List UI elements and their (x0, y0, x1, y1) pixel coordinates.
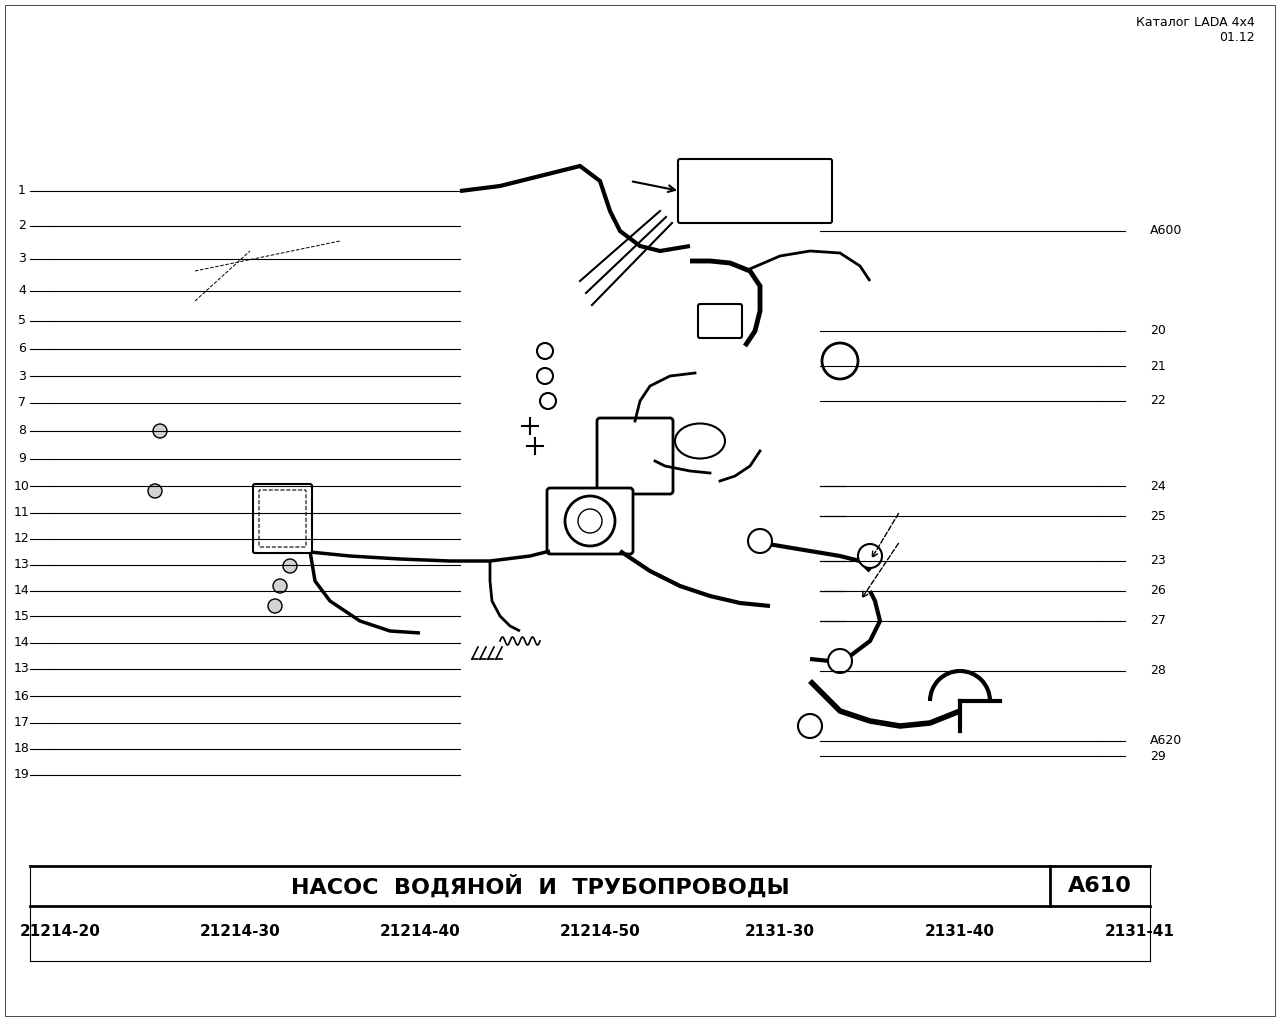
Text: 7: 7 (18, 396, 26, 409)
Text: 16: 16 (14, 689, 29, 702)
FancyBboxPatch shape (596, 418, 673, 494)
Circle shape (278, 519, 292, 533)
FancyBboxPatch shape (547, 488, 634, 554)
Text: 21214-30: 21214-30 (200, 924, 280, 938)
Text: 21214-40: 21214-40 (380, 924, 461, 938)
Text: Каталог LADA 4x4: Каталог LADA 4x4 (1137, 16, 1254, 29)
Circle shape (748, 529, 772, 553)
Circle shape (579, 509, 602, 533)
Text: 4: 4 (18, 285, 26, 297)
Text: НАСОС  ВОДЯНОЙ  И  ТРУБОПРОВОДЫ: НАСОС ВОДЯНОЙ И ТРУБОПРОВОДЫ (291, 874, 790, 897)
Text: 12: 12 (14, 533, 29, 545)
Text: 21: 21 (1149, 359, 1166, 373)
Text: 2: 2 (18, 220, 26, 233)
Text: 6: 6 (18, 342, 26, 355)
Text: 2131-40: 2131-40 (925, 924, 995, 938)
Circle shape (858, 544, 882, 568)
Text: А600: А600 (1149, 225, 1183, 238)
Text: 15: 15 (14, 610, 29, 623)
Text: 24: 24 (1149, 480, 1166, 492)
Circle shape (797, 714, 822, 738)
Text: 1: 1 (18, 185, 26, 197)
Text: 28: 28 (1149, 665, 1166, 678)
Text: 13: 13 (14, 663, 29, 676)
Text: 23: 23 (1149, 554, 1166, 568)
Text: 3: 3 (18, 252, 26, 265)
Circle shape (822, 343, 858, 379)
Text: 8: 8 (18, 425, 26, 438)
Text: 29: 29 (1149, 749, 1166, 763)
Text: 26: 26 (1149, 584, 1166, 597)
Text: 11: 11 (14, 506, 29, 520)
Text: 14: 14 (14, 584, 29, 597)
Text: 3: 3 (18, 370, 26, 383)
Text: 19: 19 (14, 769, 29, 781)
Text: 2131-30: 2131-30 (745, 924, 815, 938)
Text: 10: 10 (14, 480, 29, 492)
Text: 25: 25 (1149, 509, 1166, 523)
Text: 21214-20: 21214-20 (19, 924, 100, 938)
Text: 18: 18 (14, 742, 29, 756)
Text: А610: А610 (1068, 876, 1132, 896)
Circle shape (148, 484, 163, 498)
Text: 17: 17 (14, 717, 29, 729)
Text: 9: 9 (18, 452, 26, 466)
Text: 22: 22 (1149, 394, 1166, 407)
Ellipse shape (675, 424, 724, 458)
Circle shape (538, 368, 553, 384)
Circle shape (288, 539, 302, 553)
Circle shape (283, 560, 297, 573)
Circle shape (828, 649, 852, 673)
Circle shape (268, 599, 282, 613)
Text: А620: А620 (1149, 734, 1183, 747)
Text: 5: 5 (18, 314, 26, 328)
Circle shape (564, 496, 614, 546)
Text: 14: 14 (14, 636, 29, 649)
Text: 13: 13 (14, 558, 29, 572)
FancyArrowPatch shape (632, 182, 675, 192)
Text: 01.12: 01.12 (1220, 31, 1254, 44)
FancyBboxPatch shape (253, 484, 312, 553)
Text: 20: 20 (1149, 325, 1166, 338)
Text: 21214-50: 21214-50 (559, 924, 640, 938)
Circle shape (154, 424, 166, 438)
Circle shape (273, 579, 287, 593)
Text: 2131-41: 2131-41 (1105, 924, 1175, 938)
FancyBboxPatch shape (678, 159, 832, 223)
FancyBboxPatch shape (698, 304, 742, 338)
Circle shape (538, 343, 553, 359)
Circle shape (540, 393, 556, 409)
Text: 27: 27 (1149, 615, 1166, 628)
